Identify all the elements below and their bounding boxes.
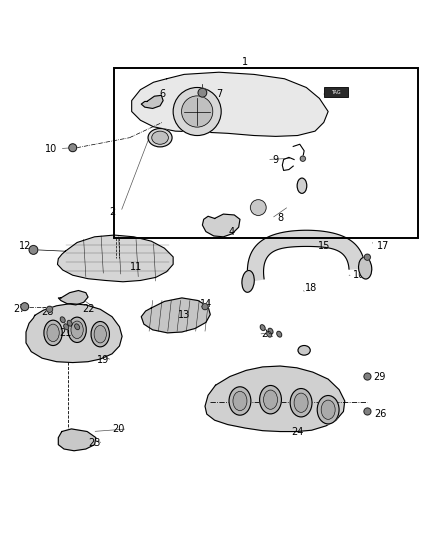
- Ellipse shape: [260, 385, 282, 414]
- Text: 17: 17: [377, 240, 389, 251]
- Text: 24: 24: [291, 426, 304, 437]
- Ellipse shape: [317, 395, 339, 424]
- Ellipse shape: [260, 325, 265, 330]
- Ellipse shape: [148, 128, 172, 147]
- Circle shape: [300, 156, 305, 161]
- Text: 16: 16: [353, 270, 365, 280]
- Ellipse shape: [294, 393, 308, 413]
- Ellipse shape: [298, 345, 310, 355]
- Circle shape: [69, 144, 77, 152]
- Ellipse shape: [277, 332, 282, 337]
- Text: 13: 13: [178, 310, 190, 319]
- Ellipse shape: [44, 320, 62, 345]
- Text: 22: 22: [82, 304, 94, 314]
- Ellipse shape: [74, 324, 80, 329]
- Circle shape: [364, 254, 371, 260]
- Text: TAG: TAG: [331, 90, 341, 95]
- Ellipse shape: [47, 324, 59, 342]
- Ellipse shape: [71, 321, 83, 338]
- Ellipse shape: [229, 387, 251, 415]
- Text: 14: 14: [200, 298, 212, 309]
- Polygon shape: [57, 235, 173, 282]
- Text: 20: 20: [113, 424, 125, 434]
- Text: 19: 19: [97, 356, 110, 365]
- Circle shape: [46, 306, 53, 312]
- Text: 23: 23: [88, 438, 101, 448]
- Text: 26: 26: [374, 409, 387, 419]
- Ellipse shape: [60, 317, 65, 322]
- Polygon shape: [205, 366, 345, 432]
- Circle shape: [202, 304, 208, 310]
- Polygon shape: [202, 214, 240, 237]
- Polygon shape: [26, 304, 122, 362]
- Ellipse shape: [242, 271, 254, 292]
- Bar: [324, 87, 348, 97]
- Text: 7: 7: [216, 89, 222, 99]
- Ellipse shape: [68, 317, 86, 343]
- Text: 15: 15: [318, 240, 330, 251]
- Text: 6: 6: [159, 89, 165, 99]
- Text: 27: 27: [13, 304, 25, 314]
- Ellipse shape: [290, 389, 312, 417]
- Text: 21: 21: [59, 328, 71, 338]
- Ellipse shape: [91, 321, 110, 347]
- Ellipse shape: [268, 328, 273, 334]
- Text: 9: 9: [273, 155, 279, 165]
- Circle shape: [251, 200, 266, 215]
- Text: 21: 21: [261, 329, 273, 339]
- Text: 8: 8: [277, 214, 283, 223]
- Polygon shape: [141, 298, 210, 333]
- Bar: [114, 68, 418, 238]
- Ellipse shape: [297, 178, 307, 193]
- Polygon shape: [58, 290, 88, 305]
- Ellipse shape: [152, 131, 168, 144]
- Text: 11: 11: [130, 262, 142, 272]
- Polygon shape: [141, 95, 163, 108]
- Text: 2: 2: [109, 207, 115, 217]
- Ellipse shape: [67, 320, 72, 326]
- Text: 3: 3: [334, 89, 340, 99]
- Circle shape: [364, 408, 371, 415]
- Circle shape: [21, 303, 28, 311]
- Circle shape: [29, 246, 38, 254]
- Ellipse shape: [321, 400, 335, 419]
- Polygon shape: [247, 230, 365, 281]
- Circle shape: [182, 96, 213, 127]
- Polygon shape: [132, 72, 328, 136]
- Text: 10: 10: [45, 143, 57, 154]
- Circle shape: [198, 88, 207, 97]
- Text: 29: 29: [374, 372, 386, 382]
- Ellipse shape: [64, 324, 69, 329]
- Ellipse shape: [359, 257, 372, 279]
- Ellipse shape: [94, 326, 106, 343]
- Text: 4: 4: [229, 228, 235, 237]
- Text: 1: 1: [242, 57, 248, 67]
- Ellipse shape: [267, 332, 272, 337]
- Text: 5: 5: [255, 205, 261, 215]
- Text: 28: 28: [42, 308, 54, 317]
- Circle shape: [364, 373, 371, 380]
- Polygon shape: [58, 429, 96, 451]
- Text: 18: 18: [304, 284, 317, 293]
- Ellipse shape: [264, 390, 278, 409]
- Circle shape: [173, 87, 221, 135]
- Ellipse shape: [233, 391, 247, 410]
- Text: 12: 12: [18, 240, 31, 251]
